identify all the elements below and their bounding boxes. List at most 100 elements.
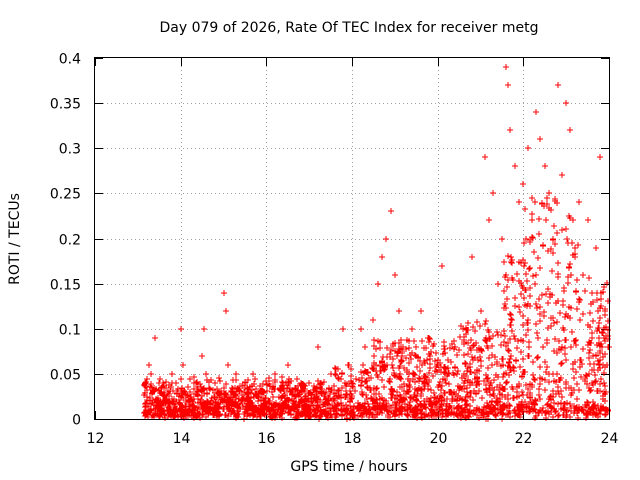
data-point: [442, 350, 448, 356]
data-point: [298, 411, 304, 417]
data-point: [537, 364, 543, 370]
data-point: [161, 385, 167, 391]
data-point: [499, 236, 505, 242]
data-point: [486, 355, 492, 361]
data-point: [380, 354, 386, 360]
data-point: [366, 411, 372, 417]
data-point: [551, 400, 557, 406]
data-point: [205, 410, 211, 416]
data-point: [426, 377, 432, 383]
data-point: [568, 385, 574, 391]
data-point: [562, 337, 568, 343]
data-point: [520, 285, 526, 291]
data-point: [338, 376, 344, 382]
data-point: [409, 326, 415, 332]
data-point: [224, 403, 230, 409]
data-point: [422, 375, 428, 381]
data-point: [573, 288, 579, 294]
data-point: [176, 397, 182, 403]
data-point: [516, 304, 522, 310]
data-point: [516, 278, 522, 284]
data-point: [596, 335, 602, 341]
data-point: [279, 411, 285, 417]
data-point: [164, 397, 170, 403]
data-point: [578, 406, 584, 412]
data-point: [439, 263, 445, 269]
data-point: [544, 402, 550, 408]
data-point: [479, 409, 485, 415]
data-point: [467, 394, 473, 400]
data-point: [198, 397, 204, 403]
data-point: [499, 410, 505, 416]
data-point: [490, 391, 496, 397]
data-point: [588, 387, 594, 393]
data-point: [600, 362, 606, 368]
data-point: [474, 408, 480, 414]
data-point: [377, 363, 383, 369]
data-point: [563, 357, 569, 363]
data-point: [569, 329, 575, 335]
data-point: [584, 381, 590, 387]
data-point: [348, 366, 354, 372]
data-point: [360, 392, 366, 398]
y-tick-label: 0.2: [59, 233, 81, 249]
data-point: [178, 326, 184, 332]
data-point: [394, 389, 400, 395]
data-point: [485, 410, 491, 416]
data-point: [364, 384, 370, 390]
data-point: [434, 396, 440, 402]
data-point: [165, 389, 171, 395]
data-point: [180, 362, 186, 368]
y-tick-label: 0.15: [50, 278, 81, 294]
data-point: [382, 364, 388, 370]
data-point: [497, 382, 503, 388]
data-point: [549, 268, 555, 274]
data-point: [298, 398, 304, 404]
data-point: [457, 334, 463, 340]
data-point: [601, 380, 607, 386]
data-point: [598, 376, 604, 382]
data-point: [567, 127, 573, 133]
data-point: [438, 387, 444, 393]
data-point: [536, 296, 542, 302]
data-point: [416, 375, 422, 381]
data-point: [258, 397, 264, 403]
data-point: [401, 395, 407, 401]
data-point: [546, 379, 552, 385]
data-point: [402, 401, 408, 407]
data-point: [201, 390, 207, 396]
data-point: [437, 393, 443, 399]
y-tick-label: 0.3: [59, 142, 81, 158]
data-point: [443, 366, 449, 372]
data-point: [361, 407, 367, 413]
x-tick-label: 24: [601, 431, 619, 447]
data-point: [507, 367, 513, 373]
data-point: [327, 411, 333, 417]
data-point: [229, 409, 235, 415]
data-point: [173, 380, 179, 386]
data-point: [523, 236, 529, 242]
data-point: [567, 261, 573, 267]
data-point: [246, 389, 252, 395]
data-point: [510, 395, 516, 401]
data-point: [306, 380, 312, 386]
data-point: [397, 392, 403, 398]
data-point: [237, 406, 243, 412]
data-point: [570, 217, 576, 223]
data-point: [415, 388, 421, 394]
data-point: [500, 362, 506, 368]
data-point: [517, 309, 523, 315]
data-point: [597, 357, 603, 363]
data-point: [293, 394, 299, 400]
data-point: [605, 298, 611, 304]
data-point: [533, 272, 539, 278]
data-point: [521, 295, 527, 301]
data-point: [396, 340, 402, 346]
data-point: [502, 403, 508, 409]
data-point: [323, 406, 329, 412]
data-point: [465, 351, 471, 357]
data-point: [489, 352, 495, 358]
data-point: [505, 347, 511, 353]
data-point: [313, 394, 319, 400]
data-point: [327, 391, 333, 397]
